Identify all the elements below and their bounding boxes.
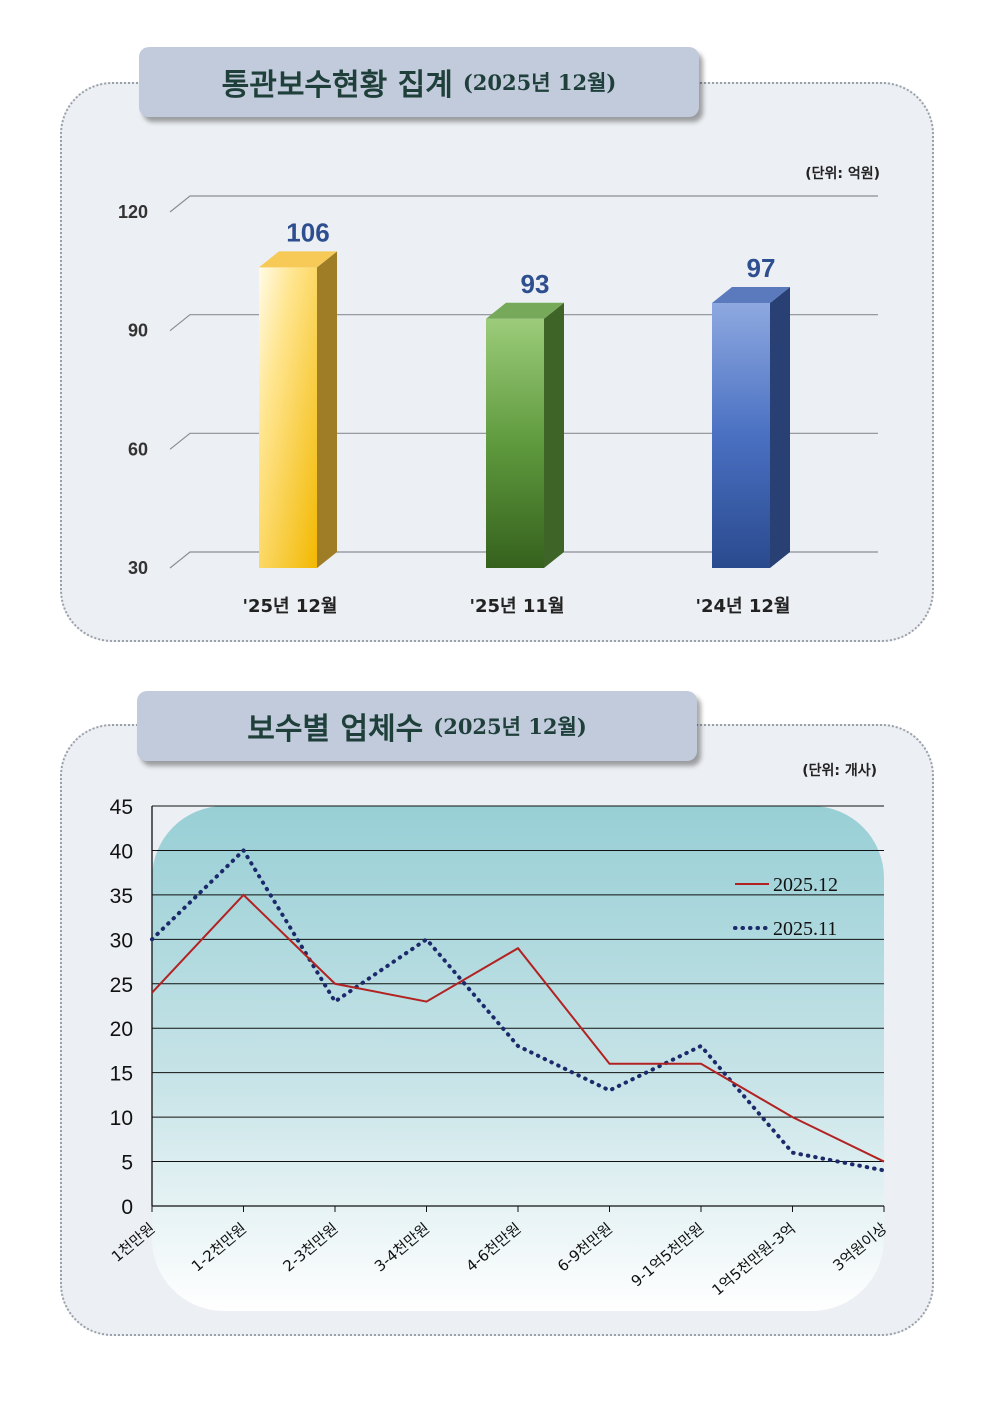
bar-y-tick-label: 30 — [128, 558, 148, 578]
line-chart-unit: (단위: 개사) — [802, 763, 877, 779]
bar-gridline — [169, 195, 878, 213]
bar-side — [544, 302, 564, 568]
bar-chart-subtitle: (2025년 12월) — [462, 70, 617, 95]
bar-category-label: '24년 12월 — [696, 596, 791, 617]
line-y-tick-label: 25 — [110, 974, 133, 997]
bar-value-label: 106 — [286, 217, 329, 247]
bar-chart-unit: (단위: 억원) — [805, 166, 880, 182]
bar-gridline — [169, 551, 878, 569]
bar-side — [770, 286, 790, 568]
bar-y-tick-label: 120 — [118, 202, 148, 222]
bar — [486, 318, 544, 568]
series-line-2025.12 — [151, 893, 885, 1163]
line-y-tick-label: 5 — [121, 1152, 133, 1175]
legend-label: 2025.12 — [773, 874, 838, 896]
line-chart-title: 보수별 업체수 — [247, 712, 424, 747]
bar-chart-title: 통관보수현황 집계 — [221, 68, 453, 103]
bar-gridline — [169, 314, 878, 332]
bar-y-tick-label: 90 — [128, 321, 148, 341]
bar — [259, 267, 317, 568]
legend-label: 2025.11 — [773, 918, 837, 940]
line-y-tick-label: 15 — [110, 1063, 133, 1086]
bar-side — [317, 251, 337, 568]
line-y-tick-label: 40 — [110, 840, 133, 863]
line-y-tick-label: 10 — [110, 1107, 133, 1130]
bar-category-label: '25년 11월 — [470, 596, 565, 617]
bar-category-label: '25년 12월 — [243, 596, 338, 617]
line-x-tick-label: 1천만원 — [108, 1219, 159, 1266]
bar-gridline — [169, 432, 878, 450]
line-y-tick-label: 30 — [110, 929, 133, 952]
bar-top — [259, 251, 337, 268]
line-y-tick-label: 35 — [110, 885, 133, 908]
series-line-2025.11 — [150, 848, 886, 1173]
line-y-tick-label: 0 — [121, 1196, 133, 1219]
bar-top — [712, 286, 790, 303]
bar-chart-title-box: 통관보수현황 집계 (2025년 12월) — [139, 47, 699, 117]
bar — [712, 302, 770, 568]
line-y-tick-label: 45 — [110, 796, 133, 819]
bar-value-label: 97 — [747, 253, 776, 283]
plot-area — [152, 806, 884, 1311]
line-y-tick-label: 20 — [110, 1018, 133, 1041]
bar-y-tick-label: 60 — [128, 439, 148, 459]
bar-top — [486, 302, 564, 319]
line-chart-title-box: 보수별 업체수 (2025년 12월) — [137, 691, 697, 761]
bar-value-label: 93 — [521, 269, 550, 299]
line-chart-subtitle: (2025년 12월) — [433, 714, 587, 739]
